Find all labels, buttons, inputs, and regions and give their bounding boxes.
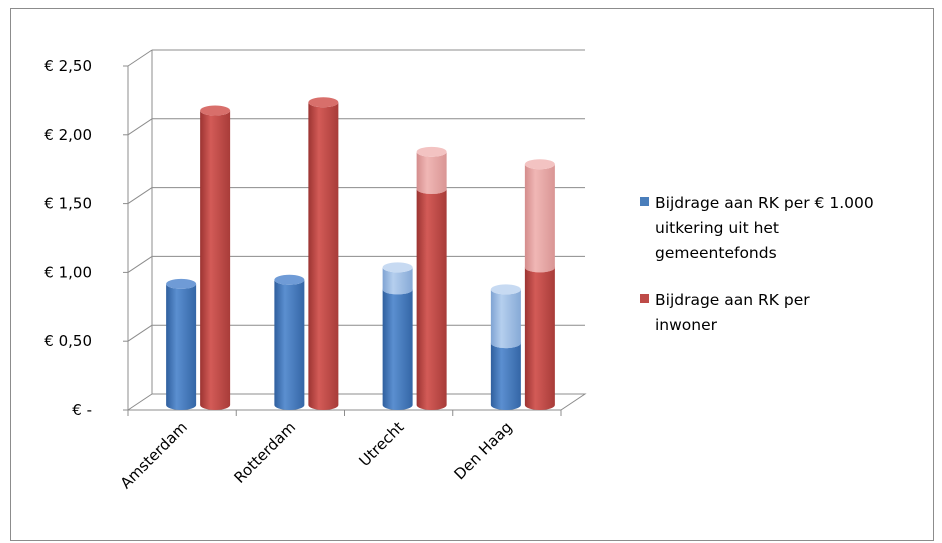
legend-swatch xyxy=(640,294,649,303)
bar-blue-upper-body xyxy=(382,267,413,295)
bar-blue xyxy=(166,278,197,410)
bar-red xyxy=(200,105,231,410)
bar-red-upper-top xyxy=(416,146,447,157)
legend: Bijdrage aan RK per € 1.000 uitkering uit… xyxy=(640,194,874,334)
bar-blue-top xyxy=(166,278,197,289)
bar-red-lower-body xyxy=(524,267,555,410)
y-tick-label: € - xyxy=(72,401,92,419)
bar-blue-body xyxy=(166,283,197,410)
bar-blue-upper xyxy=(382,262,413,295)
bar-red xyxy=(308,97,339,410)
bar-red-body xyxy=(308,102,339,410)
bar-red-lower xyxy=(416,183,447,410)
x-tick-label: Rotterdam xyxy=(231,418,300,487)
y-tick-label: € 2,00 xyxy=(44,126,92,144)
chart-walls xyxy=(126,50,587,411)
bar-red-upper xyxy=(416,146,447,194)
legend-label: inwoner xyxy=(655,316,718,334)
bar-blue-top xyxy=(274,274,305,285)
y-axis: € - € 0,50 € 1,00 € 1,50 € 2,00 € 2,50 xyxy=(44,57,128,419)
bar-blue-lower-body xyxy=(382,289,413,410)
bar-red-upper-body xyxy=(416,151,447,194)
bar-red-upper-top xyxy=(524,159,555,170)
x-tick-label: Den Haag xyxy=(450,418,515,483)
legend-label: Bijdrage aan RK per xyxy=(655,291,810,309)
bar-red-lower-body xyxy=(416,188,447,410)
bar-red-upper-body xyxy=(524,164,555,273)
bar-blue-upper-top xyxy=(490,284,521,295)
bars xyxy=(166,97,555,410)
legend-label: gemeentefonds xyxy=(655,244,777,262)
x-tick-label: Utrecht xyxy=(355,418,407,470)
legend-label: Bijdrage aan RK per € 1.000 xyxy=(655,194,874,212)
bar-blue-body xyxy=(274,279,305,410)
bar-red-body xyxy=(200,110,231,410)
bar-red-top xyxy=(308,97,339,108)
gridline-diagonal xyxy=(127,49,153,67)
y-tick-label: € 1,50 xyxy=(44,195,92,213)
bar-blue xyxy=(274,274,305,410)
y-tick-label: € 1,00 xyxy=(44,263,92,281)
x-axis: Amsterdam Rotterdam Utrecht Den Haag xyxy=(117,410,562,492)
x-tick-label: Amsterdam xyxy=(117,418,191,492)
y-tick-label: € 0,50 xyxy=(44,332,92,350)
bar-blue-lower-body xyxy=(490,343,521,410)
bar-red-lower xyxy=(524,262,555,410)
gridline-diagonal xyxy=(127,118,153,136)
bar-blue-lower xyxy=(382,284,413,410)
bar-blue-upper-body xyxy=(490,289,521,349)
bar-blue-lower xyxy=(490,338,521,410)
floor xyxy=(126,393,587,411)
legend-swatch xyxy=(640,197,649,206)
gridline-diagonal xyxy=(127,187,153,205)
y-tick-label: € 2,50 xyxy=(44,57,92,75)
chart-frame xyxy=(10,8,934,541)
gridline-diagonal xyxy=(127,255,153,273)
bar-blue-upper xyxy=(490,284,521,349)
bar-red-upper xyxy=(524,159,555,273)
bar-blue-upper-top xyxy=(382,262,413,273)
legend-label: uitkering uit het xyxy=(655,219,779,237)
gridline-diagonal xyxy=(127,324,153,342)
bar-red-top xyxy=(200,105,231,116)
